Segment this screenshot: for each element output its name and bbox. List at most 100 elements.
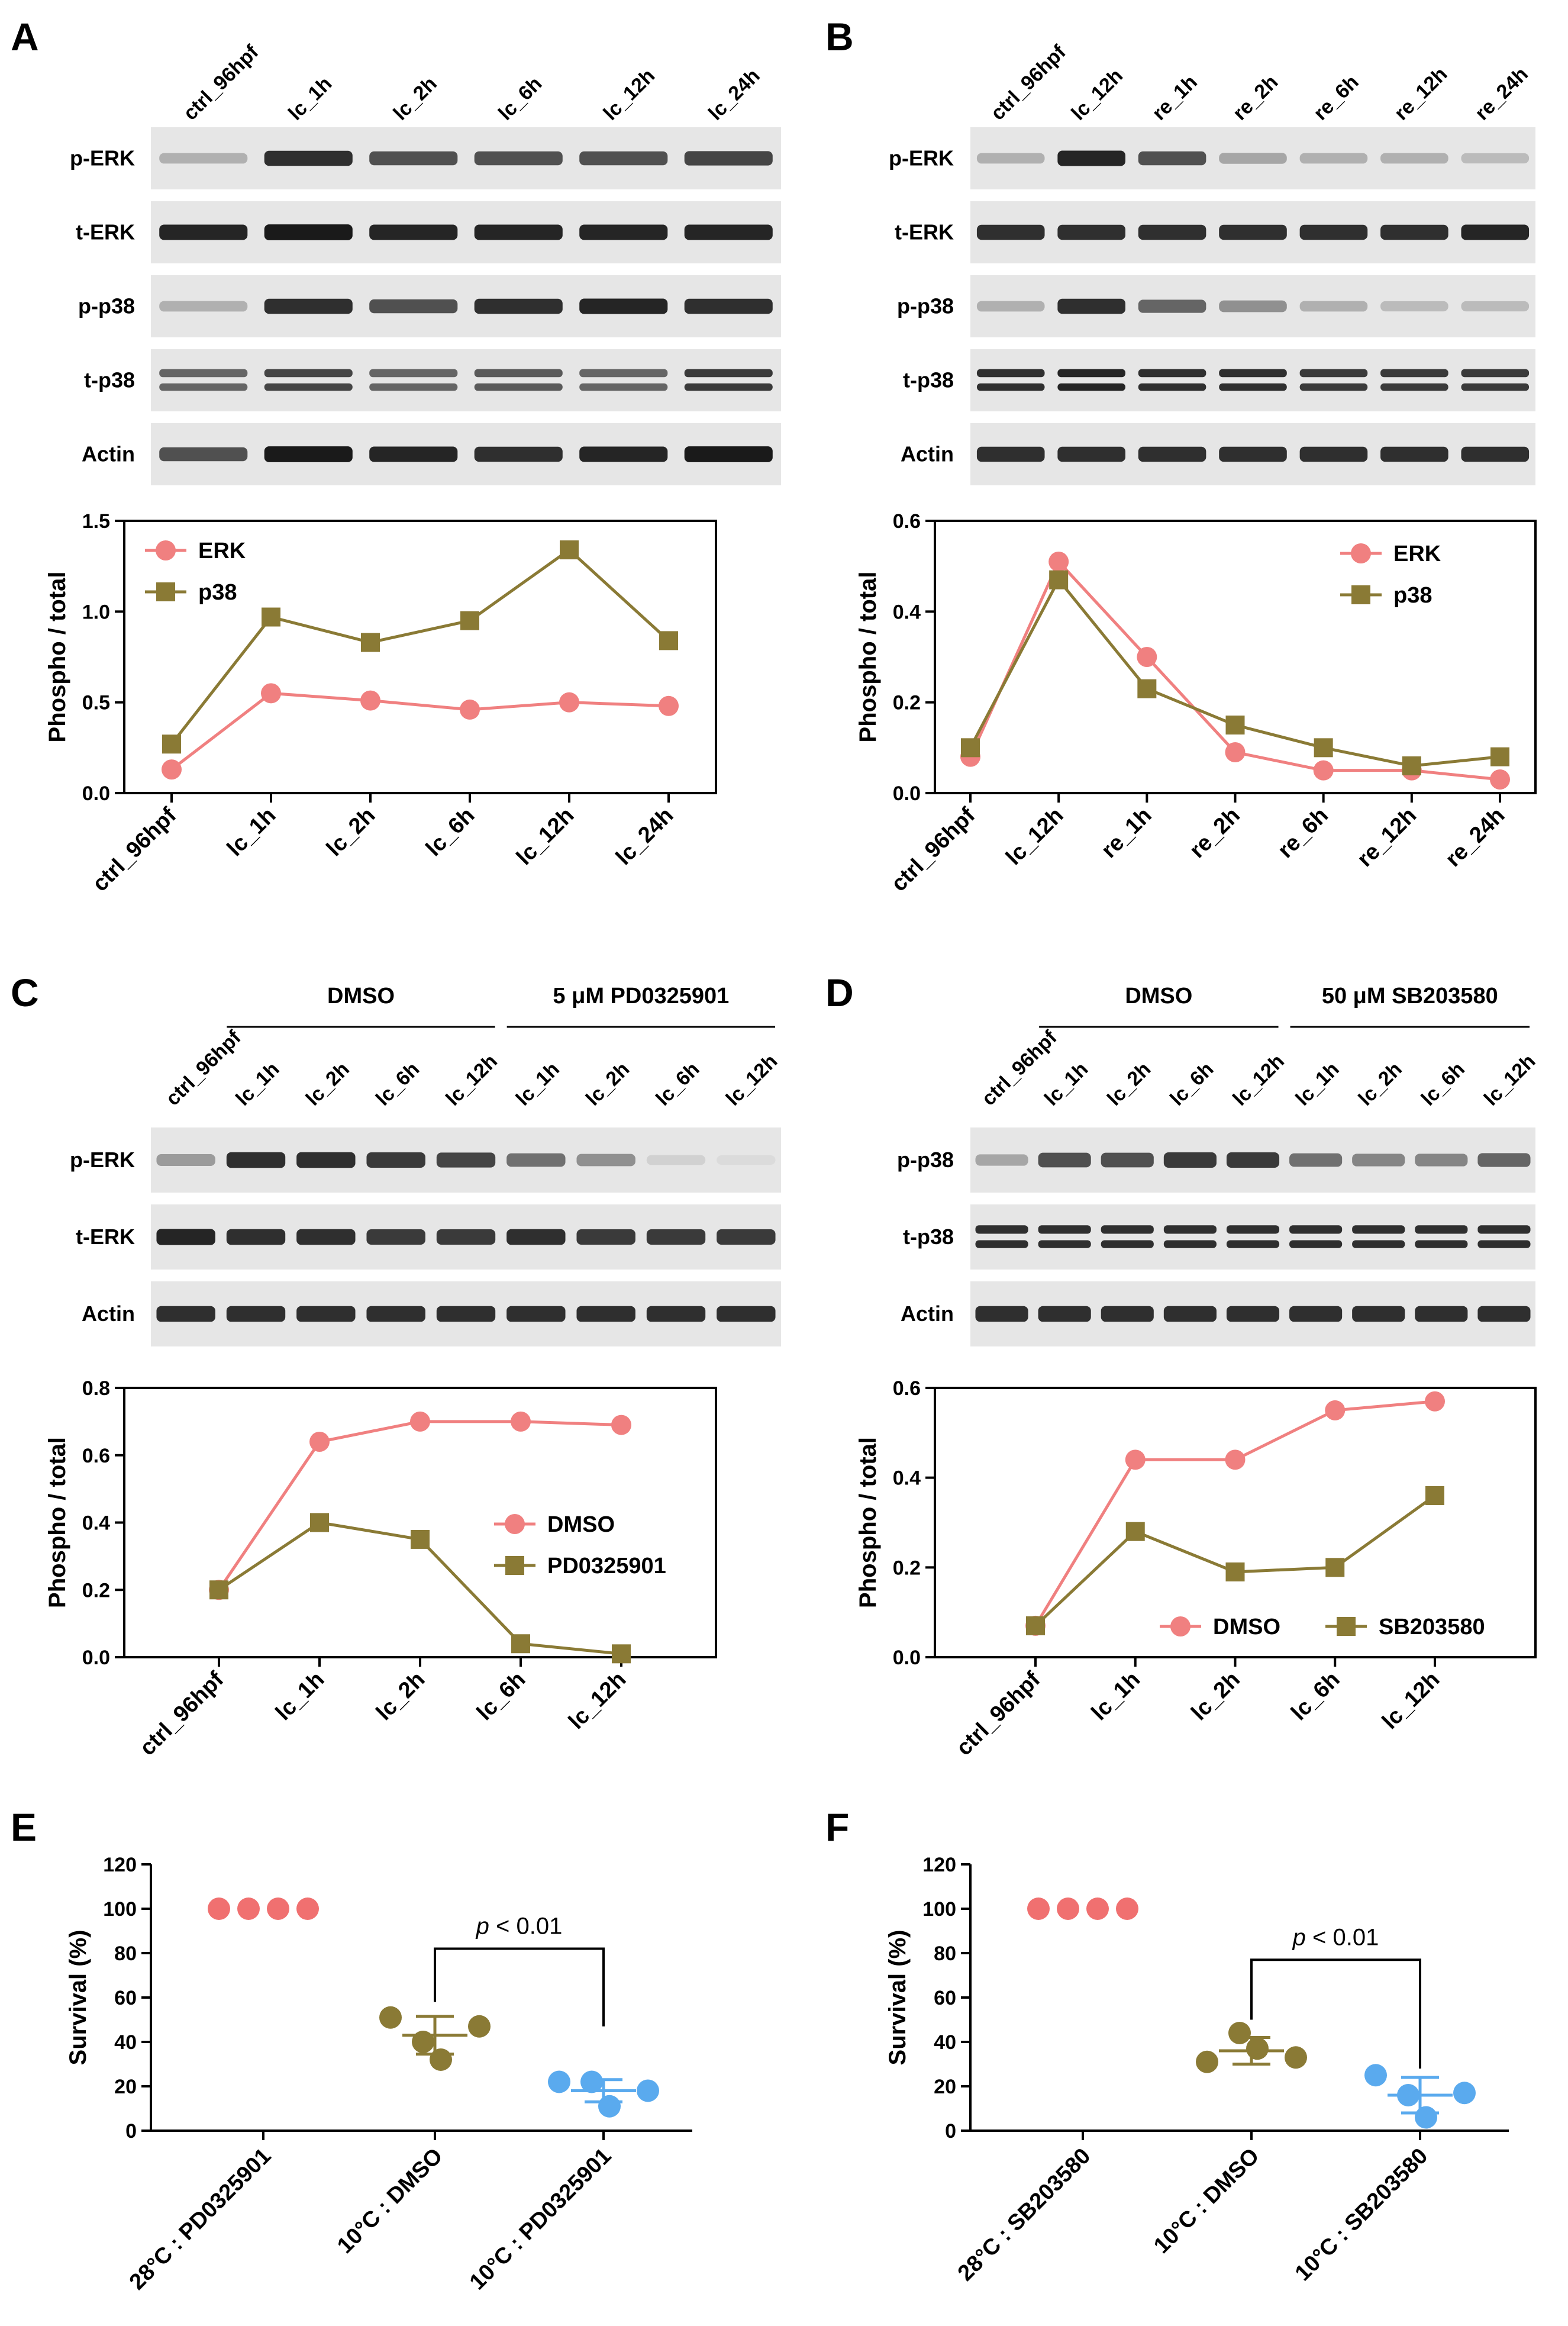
protein-label-a-2: p-p38 — [78, 294, 135, 318]
protein-label-c-1: t-ERK — [76, 1225, 135, 1249]
dot-f-2-3 — [1453, 2082, 1476, 2105]
band-c-1-5 — [506, 1229, 566, 1245]
legend-marker-d-1 — [1337, 1617, 1356, 1636]
band-a-3-3-upper — [474, 369, 563, 378]
lane-label-c-7: lc_6h — [651, 1058, 704, 1110]
lane-label-d-2: lc_2h — [1103, 1058, 1155, 1110]
protein-label-d-2: Actin — [901, 1301, 954, 1326]
legend-marker-b-1 — [1351, 585, 1370, 604]
band-b-1-5 — [1380, 224, 1448, 240]
band-b-3-6-upper — [1461, 369, 1530, 378]
band-c-2-7 — [646, 1306, 706, 1322]
point-a-0-4 — [559, 692, 579, 713]
dot-e-2-2 — [598, 2095, 621, 2118]
point-c-1-1 — [310, 1513, 329, 1532]
band-a-4-1 — [264, 446, 353, 462]
band-d-1-0-upper — [975, 1225, 1028, 1234]
protein-label-b-4: Actin — [901, 442, 954, 466]
y-tick-label-f-5: 100 — [922, 1898, 956, 1921]
y-tick-label-f-4: 80 — [934, 1942, 956, 1965]
band-a-1-5 — [684, 224, 773, 240]
band-d-1-3-lower — [1163, 1240, 1217, 1248]
p-symbol-f: p — [1292, 1924, 1306, 1950]
band-d-1-4-lower — [1226, 1240, 1280, 1248]
point-c-0-3 — [511, 1411, 531, 1432]
band-a-4-2 — [369, 446, 458, 462]
band-d-0-7 — [1415, 1154, 1468, 1167]
band-a-1-3 — [474, 224, 563, 240]
significance-bracket-e — [434, 1947, 605, 2027]
band-d-2-1 — [1038, 1306, 1091, 1322]
band-a-4-5 — [684, 446, 773, 462]
series-line-a-0 — [170, 691, 669, 771]
x-tick-label-c-2: lc_2h — [372, 1667, 430, 1725]
dot-e-2-0 — [548, 2070, 570, 2093]
panel-label-b: B — [825, 15, 854, 59]
panel-label-c: C — [11, 971, 39, 1014]
band-c-0-8 — [717, 1155, 776, 1165]
band-d-1-2-lower — [1101, 1240, 1154, 1248]
panel-label-d: D — [825, 971, 854, 1014]
dot-e-0-2 — [267, 1897, 289, 1920]
band-c-0-4 — [436, 1152, 496, 1168]
lane-label-d-8: lc_12h — [1480, 1050, 1540, 1110]
legend-marker-c-1 — [505, 1556, 524, 1575]
lane-label-d-6: lc_2h — [1354, 1058, 1406, 1110]
dot-f-2-1 — [1397, 2084, 1419, 2106]
p-threshold-e: < 0.01 — [489, 1913, 562, 1940]
y-tick-label-f-1: 20 — [934, 2076, 956, 2098]
blot-strip-a-2 — [151, 275, 781, 337]
point-b-1-2 — [1137, 679, 1157, 698]
lane-label-b-4: re_6h — [1309, 71, 1363, 125]
group-label-d-0: DMSO — [1125, 984, 1192, 1009]
dot-f-0-0 — [1027, 1897, 1050, 1920]
band-d-2-4 — [1226, 1306, 1280, 1322]
band-b-3-4-lower — [1299, 383, 1368, 391]
x-tick-label-d-1: lc_1h — [1087, 1667, 1145, 1725]
y-tick-label-a-3: 1.5 — [82, 510, 110, 533]
band-c-0-2 — [296, 1152, 356, 1168]
x-tick-label-a-4: lc_12h — [512, 803, 579, 870]
band-a-0-0 — [159, 153, 248, 164]
y-axis-label-d: Phospho / total — [855, 1437, 881, 1608]
lane-label-d-3: lc_6h — [1166, 1058, 1218, 1110]
band-d-1-7-upper — [1415, 1225, 1468, 1234]
band-b-2-4 — [1299, 301, 1368, 312]
y-axis-label-a: Phospho / total — [44, 572, 70, 743]
band-c-1-8 — [717, 1229, 776, 1245]
lane-label-c-5: lc_1h — [512, 1058, 564, 1110]
protein-label-d-1: t-p38 — [903, 1225, 954, 1249]
band-b-4-5 — [1380, 446, 1448, 462]
band-d-0-8 — [1477, 1153, 1531, 1167]
x-tick-label-d-4: lc_12h — [1377, 1667, 1444, 1734]
dot-f-1-3 — [1285, 2046, 1307, 2069]
band-a-3-5-upper — [684, 369, 773, 378]
point-b-1-0 — [961, 738, 980, 758]
point-a-1-2 — [361, 633, 380, 652]
point-c-0-2 — [410, 1411, 430, 1432]
band-d-1-1-upper — [1038, 1225, 1091, 1234]
band-c-1-7 — [646, 1229, 706, 1245]
lane-label-d-5: lc_1h — [1291, 1058, 1343, 1110]
point-c-1-2 — [411, 1529, 430, 1549]
y-axis-label-c: Phospho / total — [44, 1437, 70, 1608]
x-tick-label-a-0: ctrl_96hpf — [88, 803, 181, 896]
lane-label-c-4: lc_12h — [441, 1050, 502, 1110]
p-threshold-f: < 0.01 — [1306, 1924, 1379, 1950]
band-b-1-1 — [1057, 224, 1125, 240]
lane-label-d-7: lc_6h — [1417, 1058, 1469, 1110]
band-d-1-8-upper — [1477, 1225, 1531, 1234]
band-a-2-3 — [474, 298, 563, 314]
point-d-1-0 — [1026, 1616, 1045, 1635]
band-b-4-3 — [1219, 446, 1287, 462]
x-tick-label-e-0: 28°C : PD0325901 — [125, 2144, 276, 2295]
band-a-0-3 — [474, 151, 563, 166]
y-tick-label-d-3: 0.6 — [893, 1377, 921, 1400]
point-d-1-4 — [1425, 1486, 1444, 1505]
dot-f-1-1 — [1228, 2022, 1251, 2044]
band-a-1-0 — [159, 224, 248, 240]
protein-label-a-1: t-ERK — [76, 220, 135, 244]
point-b-1-6 — [1490, 747, 1509, 766]
band-a-1-1 — [264, 224, 353, 240]
y-tick-label-c-2: 0.4 — [82, 1512, 110, 1535]
